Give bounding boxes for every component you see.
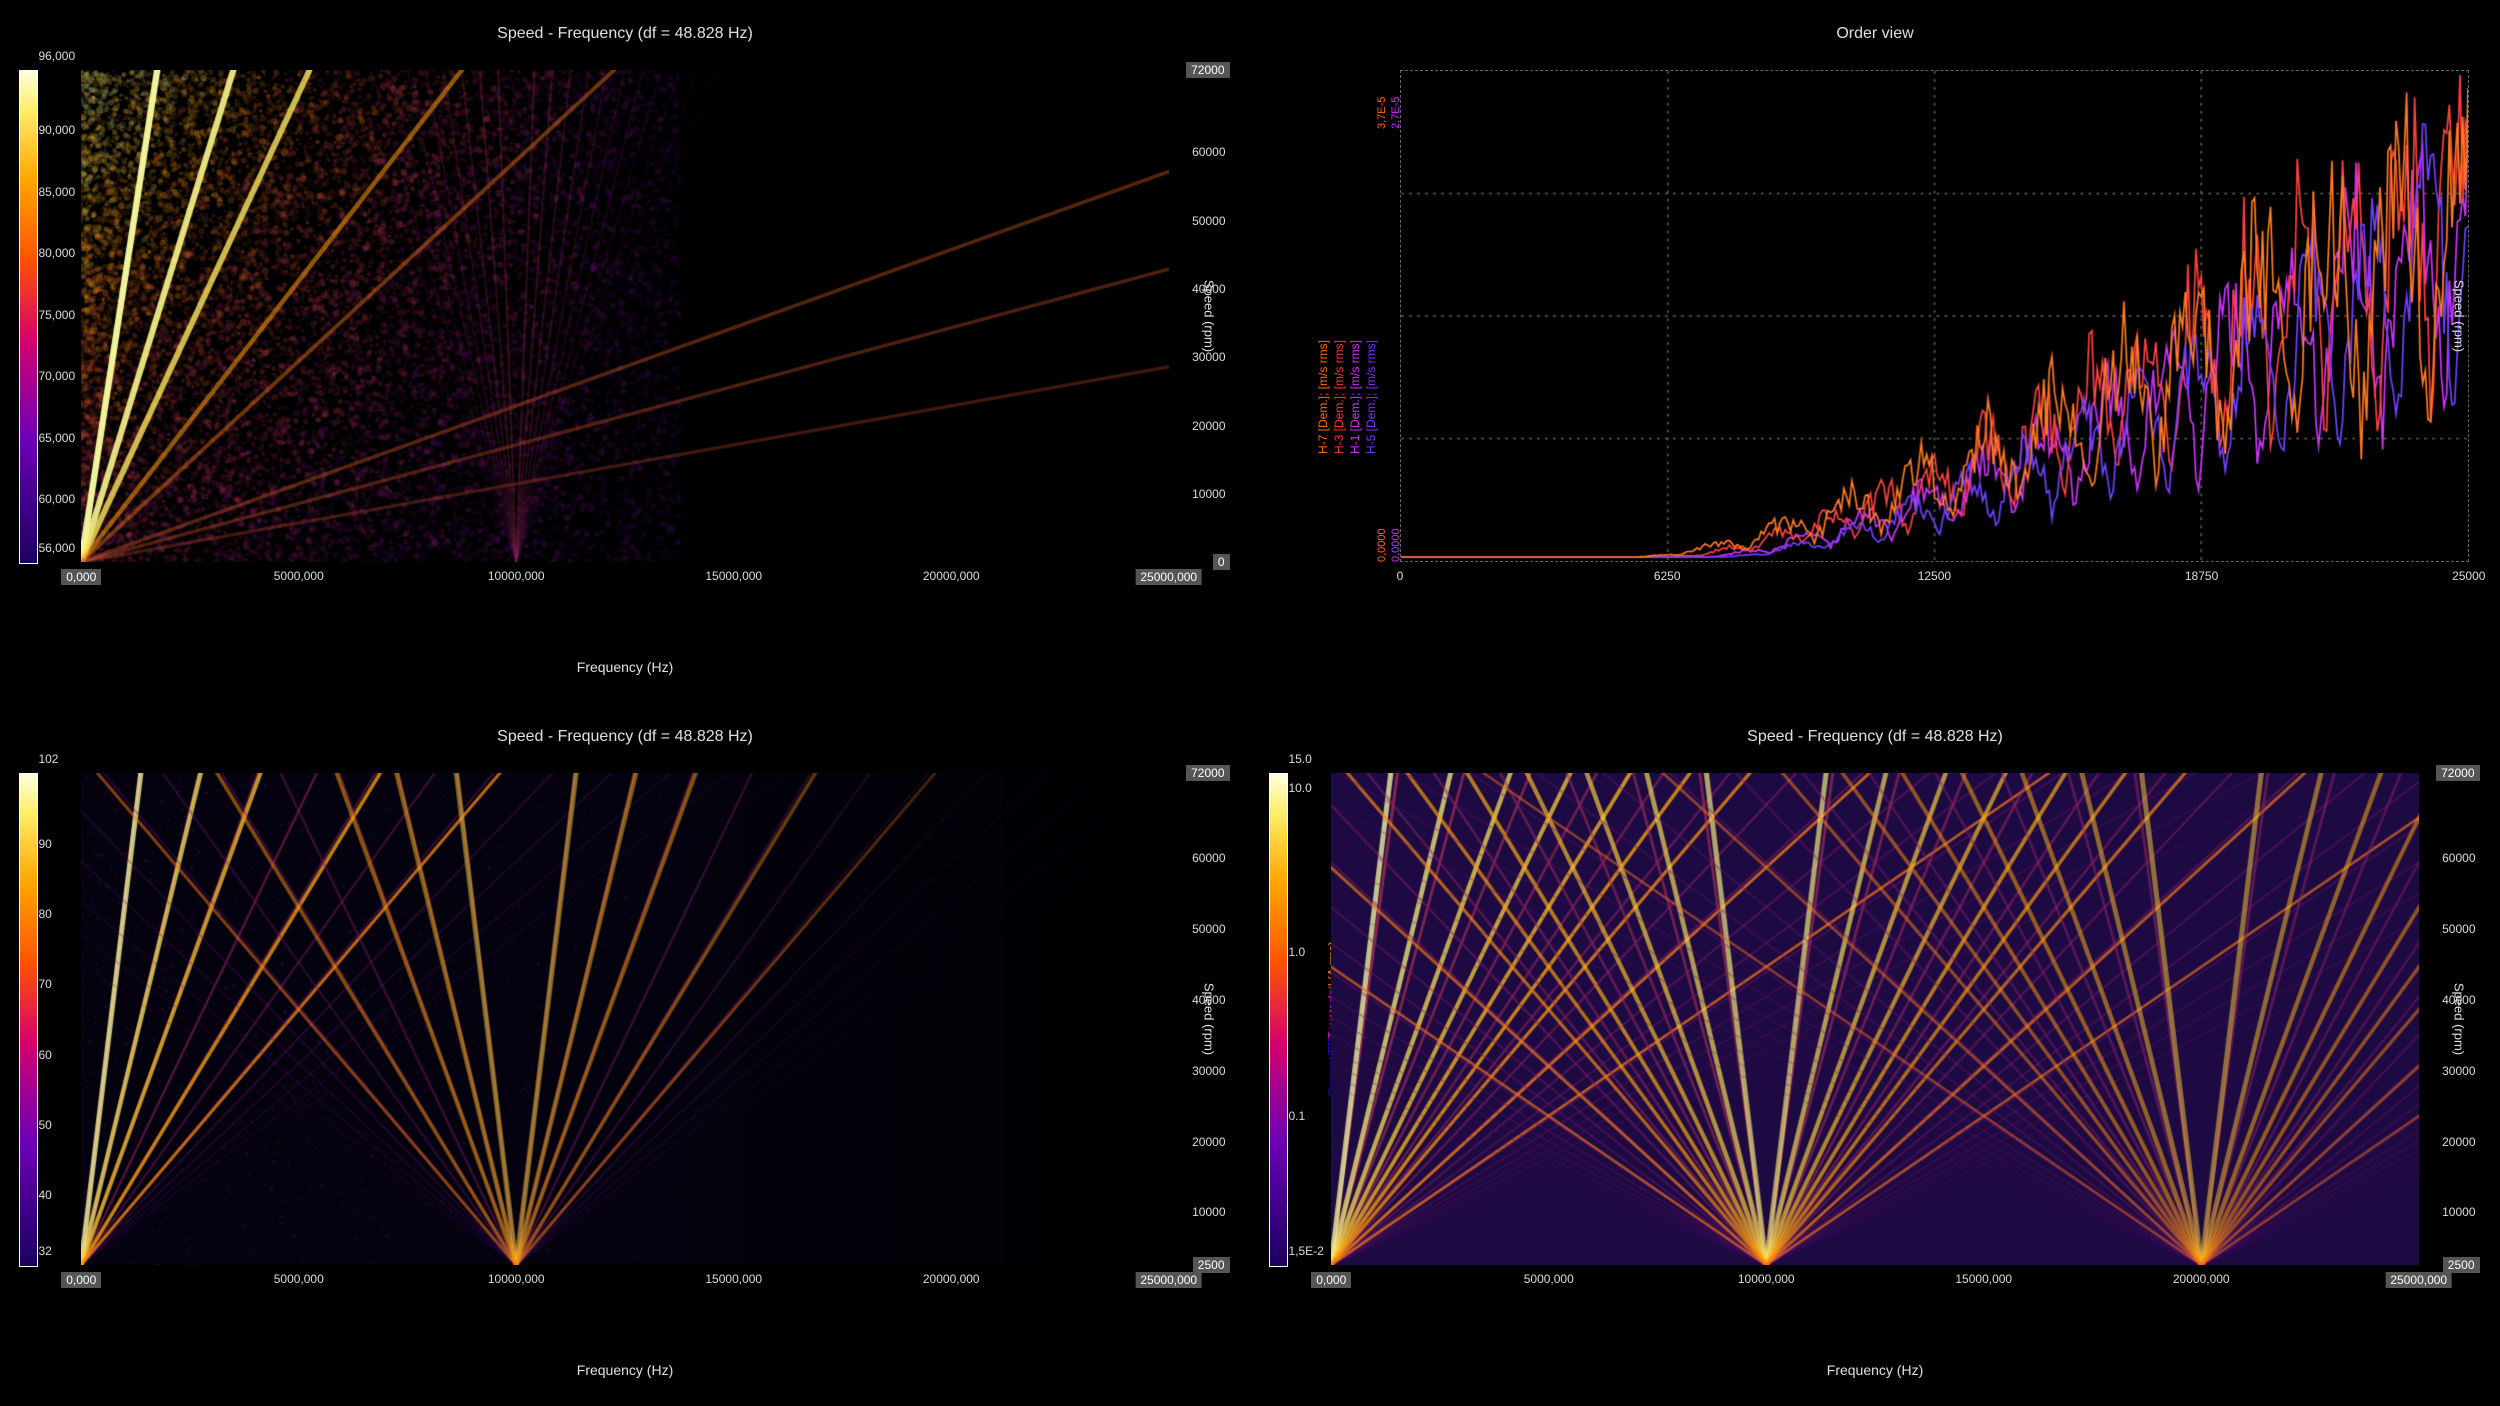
panel-b-raxis-label: Speed (rpm) <box>2452 280 2467 352</box>
panel-c-plot-area[interactable] <box>81 773 1169 1265</box>
panel-d-right-axis: Speed (rpm) 2500100002000030000400005000… <box>2429 773 2498 1265</box>
panel-d-colorbar: 1,5E-20.11.010.015.0 Current/FFT waterfa… <box>1269 773 1313 1265</box>
panel-d-xlabel: Frequency (Hz) <box>1250 1362 2500 1378</box>
panel-c-x-axis: 0,0005000,00010000,00015000,00020000,000… <box>81 1272 1169 1321</box>
panel-b: Order view H-7 [Dem.]; [m/s rms]H-3 [Dem… <box>1250 0 2500 703</box>
panel-c: Speed - Frequency (df = 48.828 Hz) 32405… <box>0 703 1250 1406</box>
panel-c-colorbar: 32405060708090102 Vibration/Integral/FFT… <box>19 773 63 1265</box>
panel-a-colorbar-gradient <box>19 70 39 564</box>
panel-b-right-axis: Speed (rpm) <box>2429 70 2498 562</box>
panel-d-colorbar-gradient <box>1269 773 1289 1267</box>
plot-grid: Speed - Frequency (df = 48.828 Hz) 56,00… <box>0 0 2500 1406</box>
panel-a-plot-area[interactable] <box>81 70 1169 562</box>
panel-c-xlabel: Frequency (Hz) <box>0 1362 1250 1378</box>
panel-b-x-axis: 06250125001875025000 <box>1400 569 2469 618</box>
panel-d-x-axis: 0,0005000,00010000,00015000,00020000,000… <box>1331 1272 2419 1321</box>
panel-a: Speed - Frequency (df = 48.828 Hz) 56,00… <box>0 0 1250 703</box>
panel-a-colorbar-ticks: 56,00060,00065,00070,00075,00080,00085,0… <box>38 70 62 562</box>
panel-c-title: Speed - Frequency (df = 48.828 Hz) <box>0 728 1250 746</box>
panel-c-right-axis: Speed (rpm) 2500100002000030000400005000… <box>1179 773 1248 1265</box>
panel-a-title: Speed - Frequency (df = 48.828 Hz) <box>0 25 1250 43</box>
panel-a-colorbar: 56,00060,00065,00070,00075,00080,00085,0… <box>19 70 63 562</box>
panel-b-yleft-labels: H-7 [Dem.]; [m/s rms]H-3 [Dem.]; [m/s rm… <box>1306 70 1394 562</box>
panel-a-right-axis: Speed (rpm) 0100002000030000400005000060… <box>1179 70 1248 562</box>
panel-d: Speed - Frequency (df = 48.828 Hz) 1,5E-… <box>1250 703 2500 1406</box>
panel-d-title: Speed - Frequency (df = 48.828 Hz) <box>1250 728 2500 746</box>
panel-c-colorbar-ticks: 32405060708090102 <box>38 773 62 1265</box>
panel-b-plot-area[interactable] <box>1400 70 2469 562</box>
panel-a-x-axis: 0,0005000,00010000,00015000,00020000,000… <box>81 569 1169 618</box>
panel-d-colorbar-ticks: 1,5E-20.11.010.015.0 <box>1288 773 1312 1265</box>
panel-a-xlabel: Frequency (Hz) <box>0 659 1250 675</box>
panel-c-colorbar-gradient <box>19 773 39 1267</box>
panel-d-plot-area[interactable] <box>1331 773 2419 1265</box>
panel-b-title: Order view <box>1250 25 2500 43</box>
